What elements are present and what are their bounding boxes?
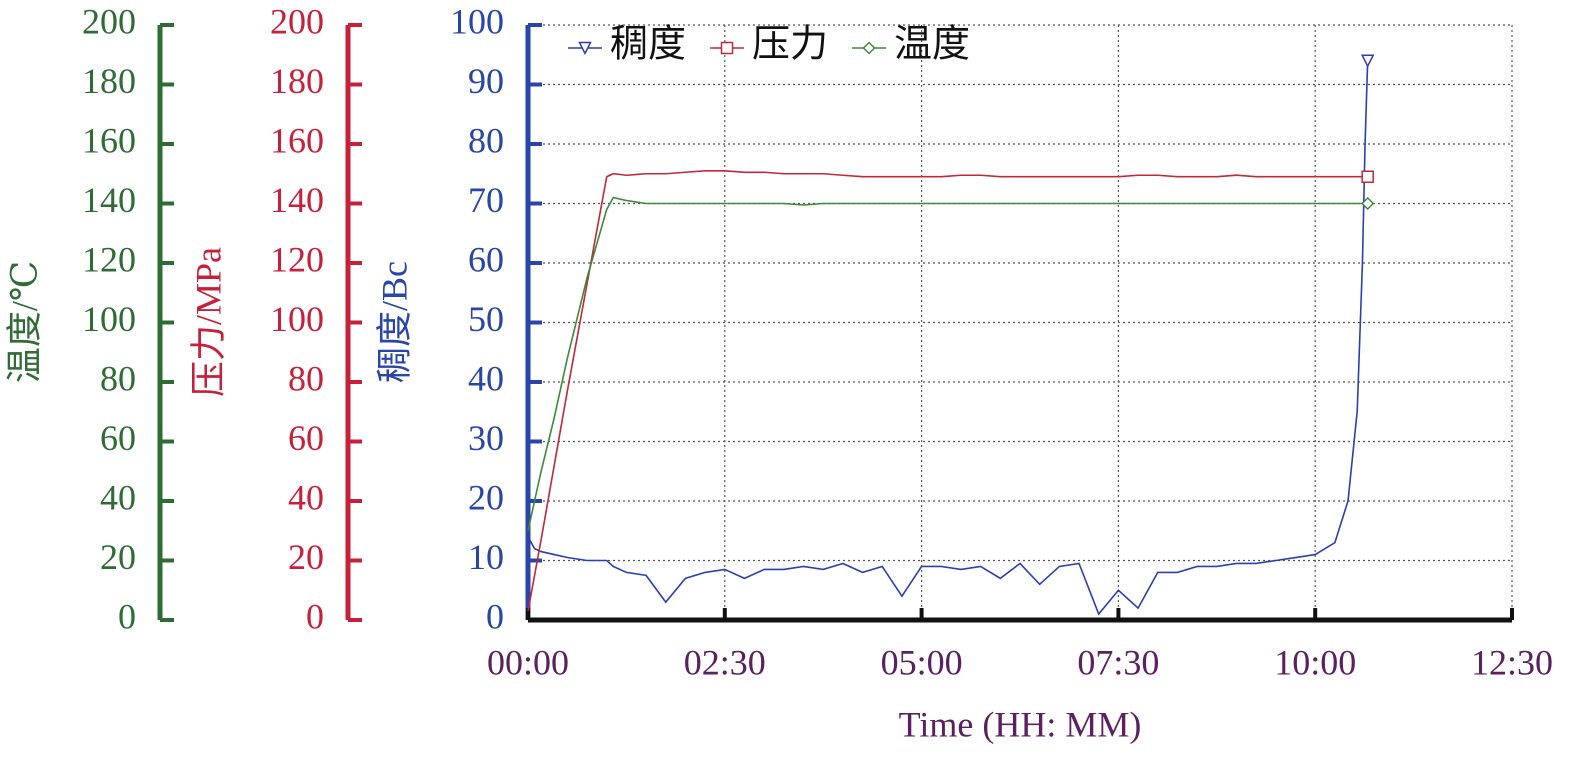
y-tick-label: 200 bbox=[82, 1, 136, 41]
y-tick-label: 70 bbox=[468, 180, 504, 220]
y-tick-label: 60 bbox=[468, 239, 504, 279]
x-tick-label: 10:00 bbox=[1274, 642, 1356, 682]
y-tick-label: 0 bbox=[306, 596, 324, 636]
y-tick-label: 90 bbox=[468, 61, 504, 101]
y-tick-label: 140 bbox=[82, 180, 136, 220]
y-tick-label: 60 bbox=[100, 418, 136, 458]
y-tick-label: 100 bbox=[270, 299, 324, 339]
y-tick-label: 0 bbox=[486, 596, 504, 636]
y-tick-label: 120 bbox=[82, 239, 136, 279]
y-tick-label: 20 bbox=[468, 477, 504, 517]
y-tick-label: 40 bbox=[288, 477, 324, 517]
y-tick-label: 20 bbox=[288, 537, 324, 577]
legend-marker bbox=[720, 41, 734, 55]
series-line bbox=[527, 196, 1368, 531]
series-line bbox=[527, 60, 1369, 616]
y-axis-label: 稠度/Bc bbox=[374, 261, 414, 383]
series-marker bbox=[1361, 170, 1374, 183]
y3-axis-label: 温度/℃ bbox=[4, 261, 44, 383]
legend-label: 温度 bbox=[894, 24, 970, 66]
x-axis-label: Time (HH: MM) bbox=[899, 704, 1142, 744]
x-tick-label: 07:30 bbox=[1077, 642, 1159, 682]
y2-axis-label: 压力/MPa bbox=[188, 247, 228, 397]
y-tick-label: 180 bbox=[82, 61, 136, 101]
series-line bbox=[527, 169, 1368, 612]
y-tick-label: 100 bbox=[450, 1, 504, 41]
y-tick-label: 100 bbox=[82, 299, 136, 339]
y-tick-label: 60 bbox=[288, 418, 324, 458]
x-tick-label: 05:00 bbox=[881, 642, 963, 682]
series-marker bbox=[1360, 54, 1375, 68]
y-tick-label: 10 bbox=[468, 537, 504, 577]
legend-label: 稠度 bbox=[610, 24, 686, 66]
legend-marker bbox=[578, 41, 592, 56]
y-tick-label: 140 bbox=[270, 180, 324, 220]
y-tick-label: 160 bbox=[270, 120, 324, 160]
y-tick-label: 20 bbox=[100, 537, 136, 577]
x-tick-label: 00:00 bbox=[487, 642, 569, 682]
y-tick-label: 120 bbox=[270, 239, 324, 279]
x-tick-label: 12:30 bbox=[1471, 642, 1553, 682]
y-tick-label: 180 bbox=[270, 61, 324, 101]
y-tick-label: 200 bbox=[270, 1, 324, 41]
y-tick-label: 40 bbox=[100, 477, 136, 517]
x-tick-label: 02:30 bbox=[684, 642, 766, 682]
y-tick-label: 0 bbox=[118, 596, 136, 636]
y-tick-label: 80 bbox=[468, 120, 504, 160]
legend-marker bbox=[862, 41, 876, 55]
series-marker bbox=[1361, 196, 1375, 211]
y-tick-label: 80 bbox=[288, 358, 324, 398]
legend-label: 压力 bbox=[752, 24, 828, 66]
y-tick-label: 40 bbox=[468, 358, 504, 398]
y-tick-label: 50 bbox=[468, 299, 504, 339]
y-tick-label: 30 bbox=[468, 418, 504, 458]
y-tick-label: 80 bbox=[100, 358, 136, 398]
y-tick-label: 160 bbox=[82, 120, 136, 160]
